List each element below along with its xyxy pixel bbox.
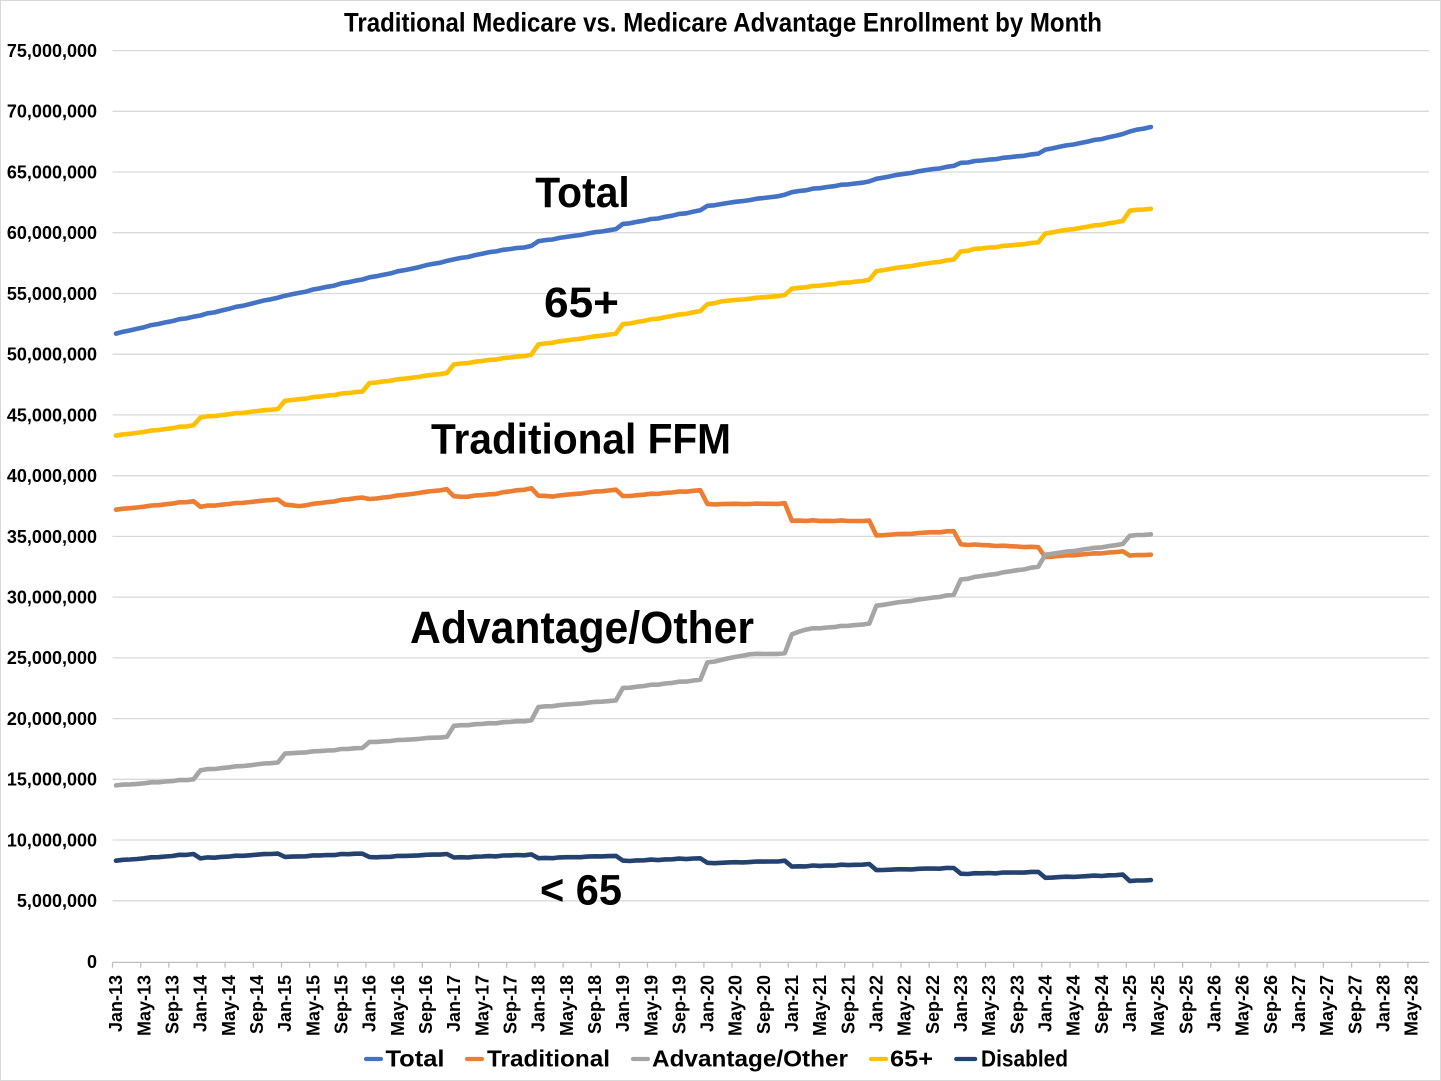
svg-text:May-25: May-25: [1148, 975, 1168, 1036]
svg-text:Sep-13: Sep-13: [163, 975, 183, 1034]
svg-text:0: 0: [87, 952, 97, 972]
svg-text:Disabled: Disabled: [981, 1046, 1068, 1072]
svg-text:Advantage/Other: Advantage/Other: [410, 602, 754, 653]
svg-text:Traditional FFM: Traditional FFM: [431, 416, 731, 464]
svg-text:Jan-27: Jan-27: [1289, 975, 1309, 1032]
svg-text:Advantage/Other: Advantage/Other: [652, 1046, 848, 1072]
svg-text:5,000,000: 5,000,000: [17, 891, 97, 911]
svg-text:Sep-15: Sep-15: [332, 975, 352, 1034]
svg-text:Sep-24: Sep-24: [1092, 975, 1112, 1034]
svg-text:Sep-25: Sep-25: [1176, 975, 1196, 1034]
svg-text:May-19: May-19: [641, 975, 661, 1036]
svg-text:Sep-16: Sep-16: [416, 975, 436, 1034]
svg-text:Jan-28: Jan-28: [1373, 975, 1393, 1032]
svg-text:35,000,000: 35,000,000: [7, 527, 97, 547]
svg-text:Traditional: Traditional: [487, 1046, 610, 1072]
svg-text:May-22: May-22: [895, 975, 915, 1036]
svg-text:Jan-18: Jan-18: [529, 975, 549, 1032]
svg-text:< 65: < 65: [540, 866, 622, 914]
svg-text:Sep-20: Sep-20: [754, 975, 774, 1034]
svg-text:Sep-19: Sep-19: [669, 975, 689, 1034]
svg-text:Jan-26: Jan-26: [1205, 975, 1225, 1032]
svg-text:May-21: May-21: [810, 975, 830, 1036]
svg-text:Traditional Medicare vs. Medic: Traditional Medicare vs. Medicare Advant…: [344, 8, 1102, 38]
svg-text:May-24: May-24: [1064, 975, 1084, 1036]
svg-text:45,000,000: 45,000,000: [7, 405, 97, 425]
svg-text:May-13: May-13: [134, 975, 154, 1036]
svg-text:Jan-15: Jan-15: [275, 975, 295, 1032]
svg-text:25,000,000: 25,000,000: [7, 648, 97, 668]
svg-text:May-15: May-15: [303, 975, 323, 1036]
svg-text:Jan-21: Jan-21: [782, 975, 802, 1032]
svg-text:Jan-16: Jan-16: [360, 975, 380, 1032]
svg-text:May-18: May-18: [557, 975, 577, 1036]
svg-text:Sep-21: Sep-21: [838, 975, 858, 1034]
svg-text:Jan-19: Jan-19: [613, 975, 633, 1032]
svg-text:May-28: May-28: [1402, 975, 1422, 1036]
svg-text:Jan-22: Jan-22: [867, 975, 887, 1032]
svg-text:Sep-17: Sep-17: [501, 975, 521, 1034]
svg-text:Jan-13: Jan-13: [106, 975, 126, 1032]
svg-text:Sep-22: Sep-22: [923, 975, 943, 1034]
svg-text:10,000,000: 10,000,000: [7, 830, 97, 850]
svg-text:May-23: May-23: [979, 975, 999, 1036]
svg-text:20,000,000: 20,000,000: [7, 709, 97, 729]
svg-text:Jan-25: Jan-25: [1120, 975, 1140, 1032]
svg-text:Jan-24: Jan-24: [1036, 975, 1056, 1032]
svg-text:Jan-20: Jan-20: [698, 975, 718, 1032]
svg-text:May-16: May-16: [388, 975, 408, 1036]
svg-text:65,000,000: 65,000,000: [7, 162, 97, 182]
svg-text:Jan-17: Jan-17: [444, 975, 464, 1032]
svg-text:55,000,000: 55,000,000: [7, 284, 97, 304]
svg-text:50,000,000: 50,000,000: [7, 345, 97, 365]
svg-text:Jan-14: Jan-14: [191, 975, 211, 1032]
svg-text:May-20: May-20: [726, 975, 746, 1036]
svg-text:Sep-26: Sep-26: [1261, 975, 1281, 1034]
svg-text:Sep-14: Sep-14: [247, 975, 267, 1034]
svg-text:65+: 65+: [890, 1046, 933, 1072]
svg-text:75,000,000: 75,000,000: [7, 41, 97, 61]
svg-text:Sep-23: Sep-23: [1007, 975, 1027, 1034]
svg-text:15,000,000: 15,000,000: [7, 770, 97, 790]
svg-text:May-17: May-17: [472, 975, 492, 1036]
svg-text:60,000,000: 60,000,000: [7, 223, 97, 243]
svg-text:Sep-18: Sep-18: [585, 975, 605, 1034]
svg-text:65+: 65+: [544, 279, 619, 327]
svg-text:Total: Total: [386, 1046, 445, 1072]
svg-text:May-26: May-26: [1233, 975, 1253, 1036]
svg-text:30,000,000: 30,000,000: [7, 588, 97, 608]
svg-text:40,000,000: 40,000,000: [7, 466, 97, 486]
svg-text:Total: Total: [535, 169, 630, 217]
svg-text:Jan-23: Jan-23: [951, 975, 971, 1032]
svg-text:May-27: May-27: [1317, 975, 1337, 1036]
svg-text:May-14: May-14: [219, 975, 239, 1036]
svg-text:Sep-27: Sep-27: [1345, 975, 1365, 1034]
svg-text:70,000,000: 70,000,000: [7, 102, 97, 122]
